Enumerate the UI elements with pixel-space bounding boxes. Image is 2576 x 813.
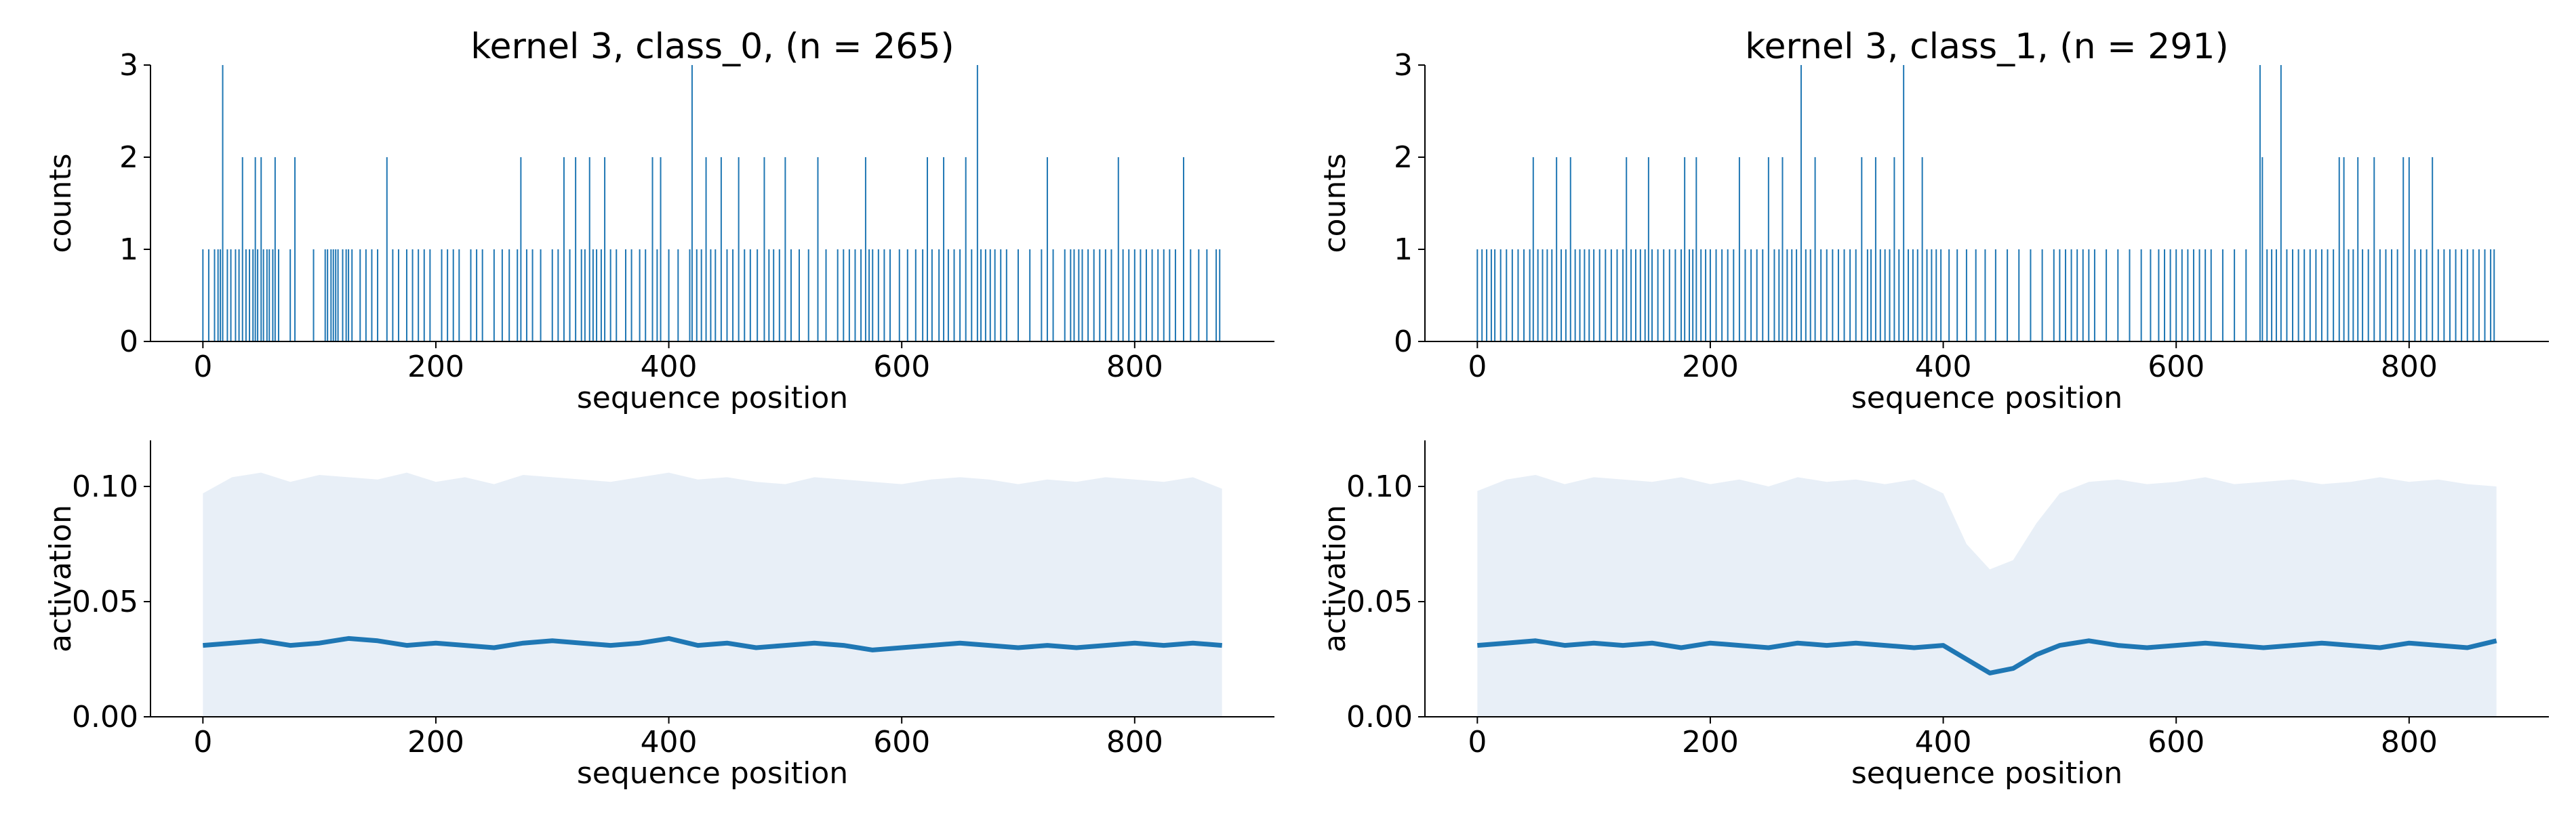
y-tick-label: 3	[1394, 48, 1413, 83]
y-tick-label: 0.10	[1346, 470, 1413, 504]
y-tick-label: 0	[1394, 325, 1413, 359]
y-tick-label: 2	[119, 140, 138, 175]
x-tick-label: 0	[1468, 725, 1487, 759]
x-tick-label: 0	[193, 350, 212, 384]
x-tick-label: 0	[1468, 350, 1487, 384]
panel-class0-activation: 0 200 400 600 800 0.00 0.05 0.10 sequence posit…	[43, 440, 1274, 791]
x-tick-label: 600	[2148, 725, 2205, 759]
activation-band	[203, 472, 1222, 717]
y-tick-label: 0.05	[72, 585, 138, 619]
y-tick-label: 0.05	[1346, 585, 1413, 619]
x-tick-label: 400	[1915, 350, 1972, 384]
mean-activation-line	[203, 635, 1222, 652]
y-axis-label: counts	[43, 153, 78, 253]
y-axis-label: activation	[1318, 505, 1352, 652]
x-tick-label: 200	[407, 725, 464, 759]
x-tick-label: 800	[1106, 725, 1163, 759]
y-tick-label: 0.00	[72, 700, 138, 734]
y-axis-label: activation	[43, 505, 78, 652]
x-tick-label: 600	[2148, 350, 2205, 384]
x-tick-label: 200	[407, 350, 464, 384]
x-tick-label: 400	[641, 725, 698, 759]
x-tick-label: 800	[2381, 725, 2438, 759]
x-tick-label: 400	[641, 350, 698, 384]
x-tick-label: 200	[1682, 350, 1739, 384]
x-tick-label: 200	[1682, 725, 1739, 759]
x-axis-label: sequence position	[1851, 756, 2122, 791]
panel-class1-counts: kernel 3, class_1, (n = 291) 0 200 400 600 8…	[1318, 26, 2549, 415]
y-tick-label: 0.10	[72, 470, 138, 504]
x-tick-label: 600	[873, 725, 930, 759]
y-tick-label: 2	[1394, 140, 1413, 175]
y-tick-label: 1	[1394, 232, 1413, 267]
y-tick-label: 0.00	[1346, 700, 1413, 734]
x-tick-label: 400	[1915, 725, 1972, 759]
x-tick-label: 800	[1106, 350, 1163, 384]
y-tick-label: 0	[119, 325, 138, 359]
y-tick-label: 1	[119, 232, 138, 267]
x-axis-label: sequence position	[1851, 381, 2122, 415]
x-tick-label: 0	[193, 725, 212, 759]
chart-title: kernel 3, class_0, (n = 265)	[470, 26, 954, 67]
y-tick-label: 3	[119, 48, 138, 83]
x-tick-label: 800	[2381, 350, 2438, 384]
x-axis-label: sequence position	[577, 756, 848, 791]
x-axis-label: sequence position	[577, 381, 848, 415]
activation-band	[1477, 475, 2497, 717]
y-axis-label: counts	[1318, 153, 1352, 253]
panel-class0-counts: kernel 3, class_0, (n = 265) 0 200 400 600 8…	[43, 26, 1274, 415]
chart-title: kernel 3, class_1, (n = 291)	[1745, 26, 2228, 67]
mean-activation-line	[1477, 638, 2497, 675]
panel-class1-activation: 0 200 400 600 800 0.00 0.05 0.10 sequence posit…	[1318, 440, 2549, 791]
x-tick-label: 600	[873, 350, 930, 384]
